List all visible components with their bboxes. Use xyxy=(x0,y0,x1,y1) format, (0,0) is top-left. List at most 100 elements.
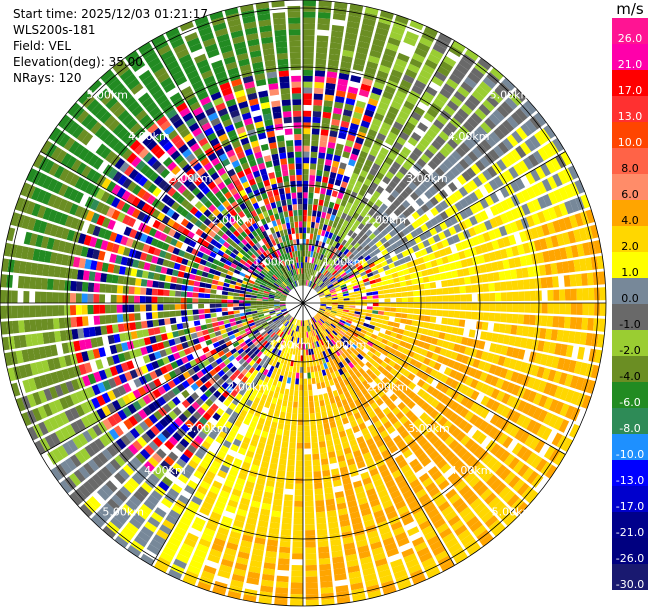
velocity-cell xyxy=(514,177,526,190)
velocity-cell xyxy=(317,540,329,548)
velocity-cell xyxy=(319,569,332,577)
velocity-cell xyxy=(321,464,330,471)
velocity-cell xyxy=(381,385,390,394)
velocity-cell xyxy=(46,291,53,303)
velocity-cell xyxy=(268,304,275,307)
velocity-cell xyxy=(511,347,520,359)
velocity-cell xyxy=(485,385,495,397)
velocity-cell xyxy=(524,303,531,313)
velocity-cell xyxy=(545,160,557,174)
velocity-cell xyxy=(422,133,434,144)
velocity-cell xyxy=(320,317,326,323)
velocity-cell xyxy=(308,186,315,193)
velocity-cell xyxy=(466,116,479,129)
velocity-cell xyxy=(356,215,364,223)
velocity-cell xyxy=(405,410,415,419)
velocity-cell xyxy=(474,188,484,200)
velocity-cell xyxy=(490,376,499,387)
velocity-cell xyxy=(475,404,485,416)
velocity-cell xyxy=(422,179,432,189)
velocity-cell xyxy=(75,305,82,315)
velocity-cell xyxy=(276,398,283,406)
velocity-cell xyxy=(332,280,339,286)
velocity-cell xyxy=(551,432,563,447)
velocity-cell xyxy=(250,305,257,309)
velocity-cell xyxy=(363,178,372,187)
velocity-cell xyxy=(389,229,397,238)
velocity-cell xyxy=(303,168,309,175)
velocity-cell xyxy=(443,263,451,272)
velocity-cell xyxy=(198,298,205,303)
velocity-cell xyxy=(405,171,415,181)
velocity-cell xyxy=(491,261,499,272)
velocity-cell xyxy=(452,252,461,261)
velocity-cell xyxy=(362,277,370,283)
velocity-cell xyxy=(495,303,502,312)
velocity-cell xyxy=(546,276,554,288)
velocity-cell xyxy=(164,318,171,325)
velocity-cell xyxy=(421,382,431,391)
velocity-cell xyxy=(175,310,182,317)
velocity-cell xyxy=(573,331,582,345)
velocity-cell xyxy=(363,322,370,328)
velocity-cell xyxy=(452,68,466,80)
velocity-cell xyxy=(445,78,459,90)
velocity-cell xyxy=(326,298,332,301)
velocity-cell xyxy=(303,0,317,7)
velocity-cell xyxy=(318,292,325,296)
velocity-cell xyxy=(532,392,543,406)
velocity-cell xyxy=(303,99,312,106)
velocity-cell xyxy=(281,405,287,413)
velocity-cell xyxy=(433,97,445,109)
velocity-cell xyxy=(435,381,445,391)
velocity-cell xyxy=(308,354,313,361)
velocity-cell xyxy=(318,146,327,154)
velocity-cell xyxy=(353,57,366,67)
velocity-cell xyxy=(335,288,342,292)
velocity-cell xyxy=(289,389,294,396)
velocity-cell xyxy=(345,251,352,258)
velocity-cell xyxy=(339,319,346,324)
velocity-cell xyxy=(418,290,426,296)
velocity-cell xyxy=(329,171,337,179)
velocity-cell xyxy=(168,297,175,303)
velocity-cell xyxy=(326,71,338,79)
velocity-cell xyxy=(364,255,371,262)
velocity-cell xyxy=(377,286,384,291)
velocity-cell xyxy=(547,289,554,301)
velocity-cell xyxy=(369,279,376,285)
velocity-cell xyxy=(390,384,399,393)
velocity-cell xyxy=(105,284,112,293)
velocity-cell xyxy=(319,193,325,201)
velocity-cell xyxy=(324,230,330,238)
velocity-cell xyxy=(306,238,310,245)
velocity-cell xyxy=(271,451,280,459)
velocity-cell xyxy=(532,407,543,420)
velocity-cell xyxy=(512,479,525,493)
velocity-cell xyxy=(550,235,559,248)
velocity-cell xyxy=(506,382,516,394)
velocity-cell xyxy=(500,292,507,302)
velocity-cell xyxy=(482,76,496,90)
velocity-cell xyxy=(399,353,407,361)
velocity-cell xyxy=(343,303,350,306)
velocity-cell xyxy=(94,272,102,282)
velocity-cell xyxy=(417,242,425,250)
velocity-cells xyxy=(0,0,606,606)
velocity-cell xyxy=(346,20,360,29)
velocity-cell xyxy=(396,297,403,303)
velocity-cell xyxy=(391,255,399,262)
velocity-cell xyxy=(303,122,311,129)
velocity-cell xyxy=(520,337,528,349)
velocity-cell xyxy=(318,310,324,315)
velocity-cell xyxy=(274,440,282,447)
velocity-cell xyxy=(419,303,426,309)
velocity-cell xyxy=(405,233,414,241)
velocity-cell xyxy=(488,113,501,126)
velocity-cell xyxy=(29,305,36,318)
velocity-cell xyxy=(451,427,462,439)
velocity-cell xyxy=(151,288,158,296)
velocity-cell xyxy=(346,92,357,100)
velocity-cell xyxy=(477,466,490,479)
velocity-cell xyxy=(306,268,309,275)
